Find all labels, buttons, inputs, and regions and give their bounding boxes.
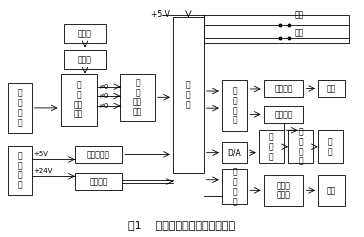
Bar — [222, 142, 247, 163]
Text: +24V: +24V — [33, 168, 53, 174]
Text: 速度传感器: 速度传感器 — [87, 150, 110, 159]
Text: 稳
压
电
源: 稳 压 电 源 — [17, 151, 22, 189]
Text: 报警: 报警 — [327, 84, 336, 93]
Bar — [222, 169, 247, 205]
Bar — [264, 175, 304, 206]
Bar — [259, 130, 284, 163]
Bar — [120, 74, 155, 121]
Text: 刹
车: 刹 车 — [328, 137, 333, 156]
Bar — [173, 17, 204, 173]
Bar — [264, 105, 304, 123]
Text: 液压油泵: 液压油泵 — [274, 110, 293, 119]
Text: 光
电
隔
离: 光 电 隔 离 — [232, 168, 237, 206]
Text: 震荡器: 震荡器 — [78, 55, 92, 64]
Bar — [60, 74, 97, 126]
Text: ≠0: ≠0 — [99, 93, 109, 99]
Text: 单
片
机: 单 片 机 — [186, 81, 191, 109]
Bar — [318, 130, 343, 163]
Text: 声光信号: 声光信号 — [274, 84, 293, 93]
Bar — [8, 146, 32, 195]
Text: D/A: D/A — [228, 148, 241, 157]
Text: ≠0: ≠0 — [99, 84, 109, 90]
Text: 电机车
控制器: 电机车 控制器 — [277, 181, 290, 200]
Bar — [75, 146, 122, 163]
Bar — [222, 80, 247, 132]
Text: ≠0: ≠0 — [99, 103, 109, 109]
Bar — [318, 175, 345, 206]
Text: +5 V: +5 V — [151, 10, 170, 19]
Text: 光
电
隔
离: 光 电 隔 离 — [232, 87, 237, 125]
Bar — [288, 130, 313, 163]
Bar — [75, 173, 122, 190]
Text: 时钟电路: 时钟电路 — [89, 177, 108, 186]
Text: 复位: 复位 — [294, 10, 304, 19]
Bar — [204, 15, 349, 43]
Bar — [8, 83, 32, 133]
Text: +5V: +5V — [33, 151, 48, 157]
Text: 红
外
线放
大器: 红 外 线放 大器 — [74, 81, 83, 119]
Text: 电
子
开
关: 电 子 开 关 — [17, 89, 22, 127]
Text: 比
例
磁
阀: 比 例 磁 阀 — [298, 128, 303, 166]
Bar — [64, 50, 106, 69]
Text: 放
大
器: 放 大 器 — [269, 132, 273, 161]
Text: 红
外
线接
收器: 红 外 线接 收器 — [133, 78, 142, 116]
Text: 编码器: 编码器 — [78, 29, 92, 38]
Text: 图1    智能化电机车防撞系统原理: 图1 智能化电机车防撞系统原理 — [128, 220, 236, 230]
Text: 断电: 断电 — [327, 186, 336, 195]
Bar — [64, 24, 106, 43]
Bar — [318, 80, 345, 97]
Text: 手动: 手动 — [294, 28, 304, 37]
Bar — [264, 80, 304, 97]
